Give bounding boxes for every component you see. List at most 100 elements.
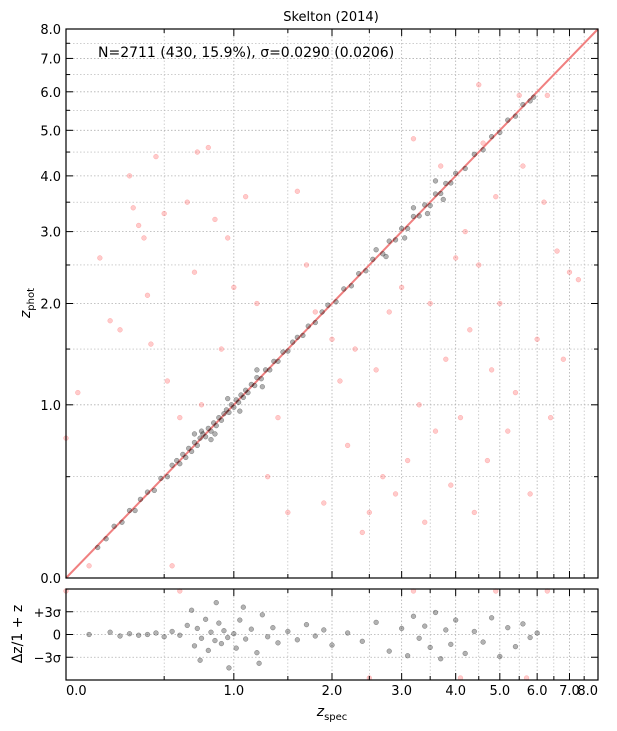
data-point [383, 253, 389, 260]
residual-point [462, 650, 468, 657]
data-point [410, 205, 417, 211]
residual-point [448, 641, 454, 648]
outlier-point [520, 163, 526, 169]
data-point [370, 256, 376, 262]
residual-point [321, 627, 327, 633]
outlier-point [275, 414, 281, 421]
data-point [427, 202, 433, 209]
outlier-point [534, 336, 540, 342]
outlier-point [218, 346, 225, 352]
data-point [271, 358, 277, 364]
outlier-point [399, 284, 405, 291]
outlier-point [554, 248, 560, 254]
data-point [240, 394, 246, 401]
x-tick-label: 1.0 [223, 684, 244, 699]
outlier-point [484, 457, 491, 464]
outlier-point [476, 82, 482, 88]
data-point [416, 213, 422, 219]
outlier-point [148, 341, 154, 347]
data-point [432, 191, 439, 197]
data-point [235, 399, 242, 405]
data-point [200, 431, 206, 437]
outlier-point [86, 563, 92, 569]
data-point [399, 225, 405, 232]
data-point [356, 271, 362, 277]
data-point [164, 474, 171, 480]
residual-point [240, 604, 246, 610]
data-point [262, 367, 269, 373]
residual-point [213, 600, 219, 606]
residual-point [107, 629, 113, 635]
residual-point [410, 613, 417, 619]
residual-point [197, 657, 203, 663]
data-point [213, 422, 219, 429]
residual-point [344, 630, 351, 636]
outlier-point [312, 309, 318, 315]
outlier-point [205, 144, 211, 151]
outlier-point [544, 92, 550, 99]
residual-y-tick-label: 0 [53, 629, 61, 644]
data-point [424, 210, 431, 217]
residual-point [270, 625, 276, 631]
y-axis-label-sub: phot [26, 288, 37, 311]
data-point [197, 435, 203, 441]
data-point [226, 409, 232, 416]
residual-point [136, 632, 142, 638]
data-point [448, 180, 454, 186]
x-tick-label: 2.0 [322, 684, 343, 699]
data-point [443, 180, 449, 187]
data-point [380, 251, 386, 257]
data-point [233, 397, 239, 403]
data-point [325, 302, 331, 308]
data-point [225, 395, 231, 402]
residual-point [534, 630, 540, 636]
outlier-point [575, 277, 582, 283]
outlier-point [497, 300, 503, 307]
data-point [248, 381, 254, 388]
outlier-point [265, 474, 271, 480]
data-point [231, 404, 237, 410]
residual-point [226, 665, 232, 671]
data-point [183, 454, 189, 461]
data-point [210, 420, 217, 426]
residual-point [208, 629, 214, 635]
outlier-point [366, 509, 372, 516]
data-point [144, 489, 151, 495]
y-tick-label: 0.0 [40, 572, 61, 587]
main-panel: 0.0 1.0 2.0 3.0 4.0 5.0 6.0 7.0 8.0 N=2711 (430,… [18, 23, 599, 587]
data-point [275, 358, 281, 364]
data-point [194, 442, 200, 449]
data-point [212, 431, 218, 437]
outlier-point [169, 563, 175, 569]
outlier-point [294, 188, 301, 194]
residual-point [471, 628, 477, 635]
data-point [242, 387, 249, 393]
data-point [363, 268, 369, 274]
residual-point [359, 638, 365, 644]
residual-panel: 0.0 1.0 2.0 3.0 4.0 5.0 6.0 7.08.0 +3σ 0 −3σ Δz/1 … [10, 588, 599, 723]
residual-point [422, 623, 428, 629]
residual-point [117, 633, 123, 639]
data-point [174, 457, 180, 464]
outlier-point [242, 194, 249, 200]
outlier-point [547, 414, 554, 421]
residual-point [212, 637, 218, 644]
outlier-point [453, 255, 459, 261]
data-point [373, 247, 379, 253]
data-point [132, 507, 138, 514]
data-point [410, 213, 417, 220]
outlier-point [443, 356, 449, 362]
data-point [422, 202, 428, 208]
data-point [333, 299, 339, 305]
outlier-point [516, 92, 522, 99]
outlier-point [126, 173, 133, 179]
data-point [186, 445, 192, 452]
data-point [341, 286, 347, 292]
outlier-point [438, 163, 444, 169]
data-point [386, 238, 392, 244]
x-axis-label: zspec [316, 704, 348, 723]
outlier-point [198, 402, 205, 408]
residual-y-axis-label: Δz/1 + z [10, 605, 26, 664]
residual-good-points [86, 600, 540, 671]
data-point [512, 113, 519, 119]
